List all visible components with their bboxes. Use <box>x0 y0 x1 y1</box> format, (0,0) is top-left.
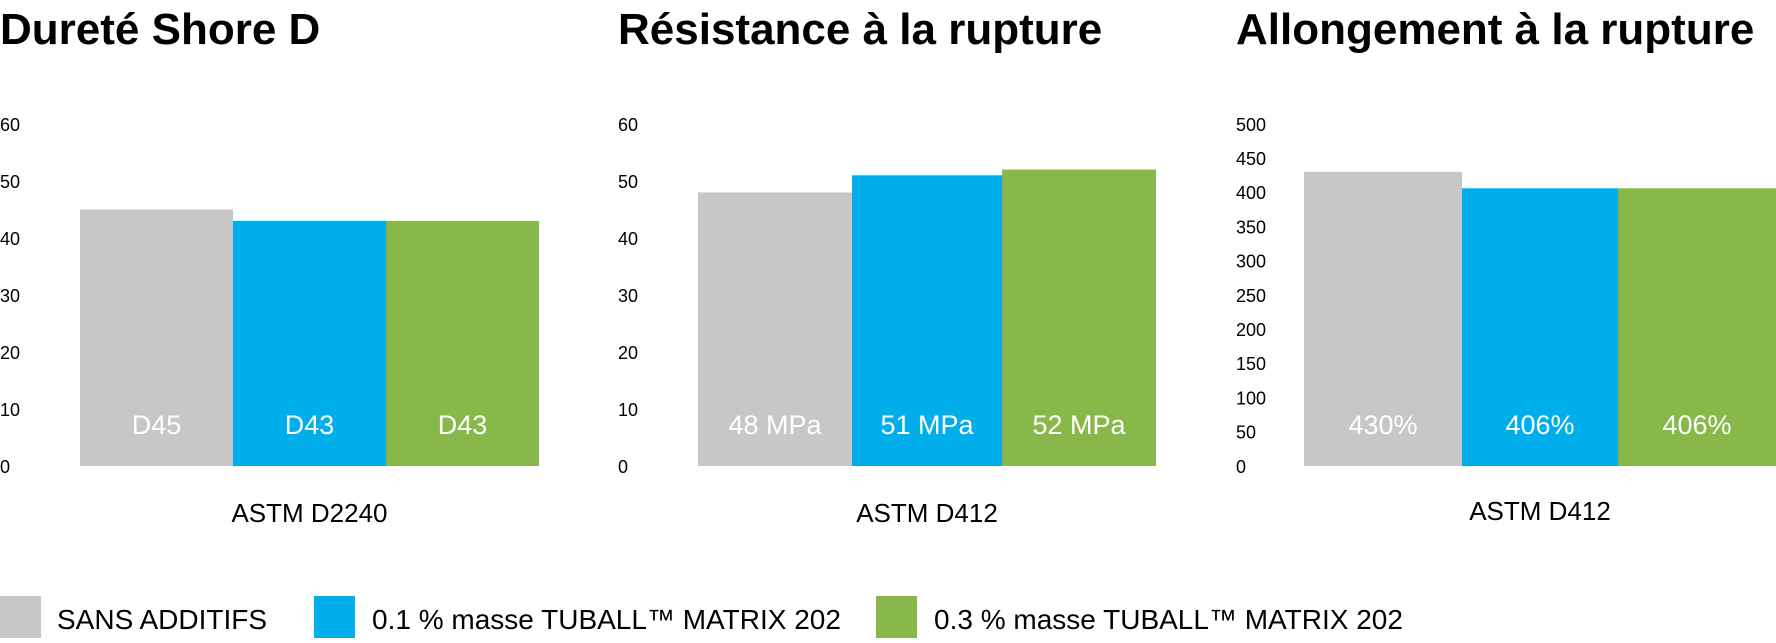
bar-data-label: 52 MPa <box>1032 410 1126 440</box>
bar-data-label: 51 MPa <box>880 410 974 440</box>
bar-2 <box>852 175 1002 467</box>
chart-title: Allongement à la rupture <box>1236 5 1754 54</box>
bar-data-label: 406% <box>1662 410 1731 440</box>
legend: SANS ADDITIFS 0.1 % masse TUBALL™ MATRIX … <box>0 596 1403 638</box>
chart-title: Résistance à la rupture <box>618 5 1102 54</box>
y-tick-label: 150 <box>1236 354 1266 374</box>
y-tick-label: 20 <box>0 343 20 363</box>
bar-1 <box>1304 171 1462 466</box>
y-tick-label: 60 <box>618 115 638 135</box>
legend-swatch <box>0 596 41 638</box>
y-tick-label: 200 <box>1236 320 1266 340</box>
y-tick-label: 30 <box>0 286 20 306</box>
bar-3 <box>1002 169 1156 466</box>
bar-data-label: 406% <box>1505 410 1574 440</box>
bar-data-label: D43 <box>438 410 488 440</box>
legend-label: SANS ADDITIFS <box>57 604 267 635</box>
x-category-label: ASTM D412 <box>1469 496 1611 526</box>
bar-3 <box>1618 188 1776 466</box>
bar-1 <box>698 192 852 466</box>
y-tick-label: 450 <box>1236 149 1266 169</box>
y-tick-label: 30 <box>618 286 638 306</box>
y-tick-label: 0 <box>1236 457 1246 477</box>
bar-3 <box>386 220 539 466</box>
y-tick-label: 10 <box>0 400 20 420</box>
bar-2 <box>233 220 386 466</box>
y-tick-label: 500 <box>1236 115 1266 135</box>
chart-panel-1: Dureté Shore D 0 10 20 30 40 50 60 D45 D43 D43 ASTM… <box>0 5 539 528</box>
chart-panel-3: Allongement à la rupture 0 50 100 150 200 250 3… <box>1236 5 1776 526</box>
y-tick-label: 20 <box>618 343 638 363</box>
bar-1 <box>80 209 233 466</box>
legend-swatch <box>314 596 355 638</box>
y-tick-label: 350 <box>1236 217 1266 237</box>
y-tick-label: 40 <box>618 229 638 249</box>
x-category-label: ASTM D2240 <box>231 498 387 528</box>
legend-swatch <box>876 596 917 638</box>
legend-label: 0.3 % masse TUBALL™ MATRIX 202 <box>934 604 1403 635</box>
bar-data-label: 430% <box>1348 410 1417 440</box>
y-tick-label: 0 <box>618 457 628 477</box>
y-tick-label: 60 <box>0 115 20 135</box>
y-tick-label: 400 <box>1236 183 1266 203</box>
y-tick-label: 300 <box>1236 252 1266 272</box>
y-tick-label: 100 <box>1236 388 1266 408</box>
y-tick-label: 50 <box>618 172 638 192</box>
x-category-label: ASTM D412 <box>856 498 998 528</box>
y-tick-label: 40 <box>0 229 20 249</box>
bar-data-label: D45 <box>132 410 182 440</box>
bar-data-label: 48 MPa <box>728 410 822 440</box>
y-tick-label: 10 <box>618 400 638 420</box>
legend-label: 0.1 % masse TUBALL™ MATRIX 202 <box>372 604 841 635</box>
chart-panel-2: Résistance à la rupture 0 10 20 30 40 50 60 48 M… <box>618 5 1156 528</box>
bar-data-label: D43 <box>285 410 335 440</box>
chart-title: Dureté Shore D <box>0 5 320 54</box>
y-tick-label: 0 <box>0 457 10 477</box>
bar-2 <box>1462 188 1618 466</box>
y-tick-label: 250 <box>1236 286 1266 306</box>
y-tick-label: 50 <box>1236 423 1256 443</box>
y-tick-label: 50 <box>0 172 20 192</box>
